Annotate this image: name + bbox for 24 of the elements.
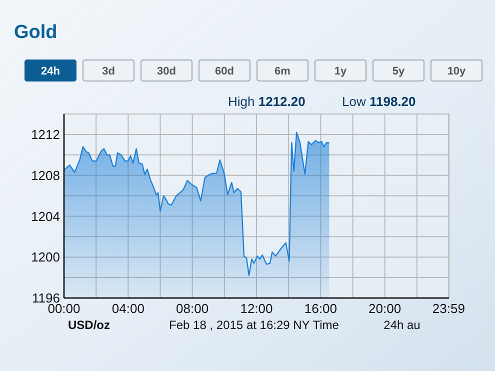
text: High 1212.20 xyxy=(228,94,306,109)
text: 3d xyxy=(102,66,115,78)
text: 5y xyxy=(392,66,406,78)
x-tick-label: 23:59 xyxy=(432,301,465,316)
y-tick-label: 1212 xyxy=(31,126,60,142)
text: 60d xyxy=(215,66,234,78)
text: 24h au xyxy=(384,318,420,332)
y-tick-label: 1200 xyxy=(31,250,60,265)
text: 1y xyxy=(334,66,348,78)
x-tick-label: 20:00 xyxy=(368,301,402,316)
text: USD/oz xyxy=(68,318,110,332)
x-tick-label: 08:00 xyxy=(176,301,209,316)
y-tick-label: 1204 xyxy=(31,208,60,224)
text: 6m xyxy=(274,66,291,78)
y-tick-label: 1208 xyxy=(31,168,60,183)
text: 24h xyxy=(41,66,60,78)
text: Low 1198.20 xyxy=(342,94,416,109)
x-tick-label: 16:00 xyxy=(304,301,337,316)
x-tick-label: 04:00 xyxy=(112,301,144,316)
x-tick-label: 12:00 xyxy=(240,301,273,316)
text: 30d xyxy=(157,66,176,78)
text: Feb 18 , 2015 at 16:29 NY Time xyxy=(169,318,340,332)
text: 10y xyxy=(447,66,467,78)
chart-title: Gold xyxy=(14,22,58,43)
